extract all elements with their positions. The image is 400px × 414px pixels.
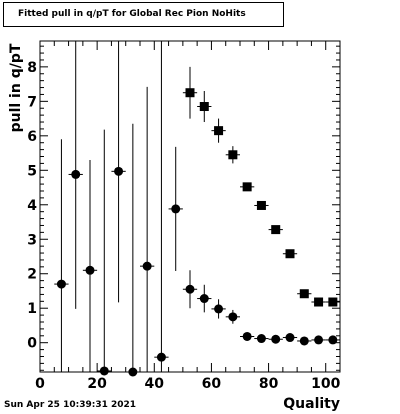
data-markers — [56, 88, 338, 377]
chart-title: Fitted pull in q/pT for Global Rec Pion … — [3, 2, 284, 27]
circle-marker — [328, 335, 338, 345]
x-tick-label: 60 — [202, 376, 222, 392]
circle-marker — [128, 367, 138, 377]
timestamp: Sun Apr 25 10:39:31 2021 — [4, 400, 137, 410]
circle-marker — [285, 333, 295, 343]
error-bars — [54, 41, 340, 373]
circle-marker — [185, 284, 195, 294]
square-marker — [242, 182, 252, 192]
x-axis-label: Quality — [283, 396, 340, 412]
circle-marker — [142, 261, 152, 271]
x-tick-label: 100 — [311, 376, 340, 392]
y-tick-label: 1 — [27, 301, 37, 317]
circle-marker — [114, 166, 124, 176]
y-axis-label: pull in q/pT — [8, 43, 24, 133]
circle-marker — [256, 334, 266, 344]
square-marker — [185, 88, 195, 98]
x-tick-label: 20 — [87, 376, 107, 392]
circle-marker — [99, 366, 109, 376]
y-tick-label: 8 — [27, 60, 37, 76]
square-marker — [314, 297, 324, 307]
square-marker — [328, 297, 338, 307]
y-tick-label: 0 — [27, 336, 37, 352]
circle-marker — [156, 352, 166, 362]
square-marker — [214, 126, 224, 136]
square-marker — [285, 249, 295, 259]
square-marker — [228, 150, 238, 160]
square-marker — [199, 102, 209, 112]
x-tick-label: 0 — [35, 376, 45, 392]
circle-marker — [199, 294, 209, 304]
y-tick-label: 3 — [27, 232, 37, 248]
circle-marker — [228, 312, 238, 322]
y-tick-label: 5 — [27, 163, 37, 179]
circle-marker — [242, 331, 252, 341]
square-marker — [299, 289, 309, 299]
y-tick-label: 2 — [27, 267, 37, 283]
plot-frame — [39, 40, 341, 373]
circle-marker — [214, 304, 224, 314]
x-tick-label: 40 — [145, 376, 165, 392]
circle-marker — [314, 335, 324, 345]
y-tick-label: 7 — [27, 94, 37, 110]
y-tick-label: 6 — [27, 129, 37, 145]
circle-marker — [56, 279, 66, 289]
circle-marker — [71, 169, 81, 179]
x-tick-label: 80 — [259, 376, 279, 392]
square-marker — [271, 225, 281, 235]
circle-marker — [271, 334, 281, 344]
circle-marker — [85, 265, 95, 275]
y-tick-label: 4 — [27, 198, 37, 214]
circle-marker — [299, 336, 309, 346]
circle-marker — [171, 204, 181, 214]
square-marker — [256, 200, 266, 210]
